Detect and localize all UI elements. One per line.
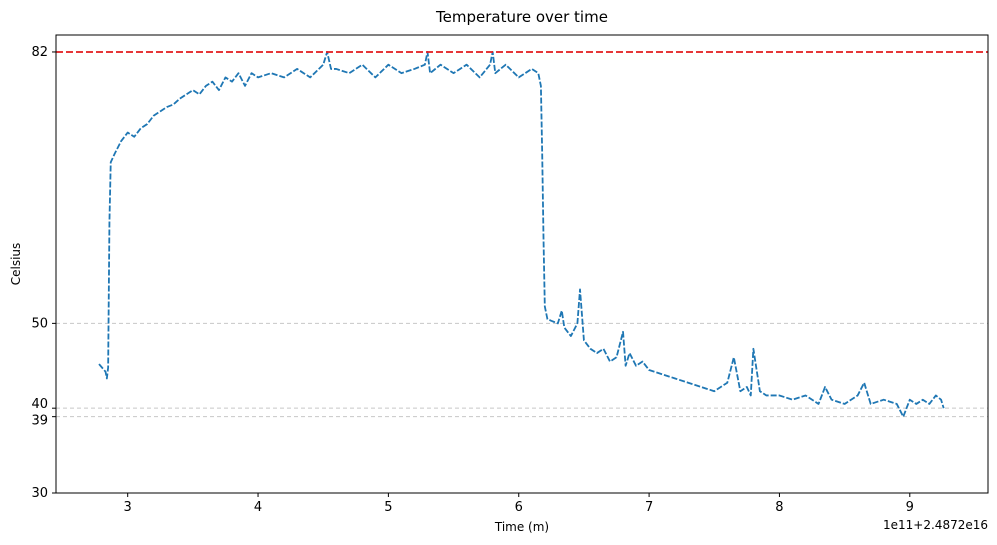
chart-title: Temperature over time [435, 8, 608, 26]
x-tick-label: 6 [515, 500, 523, 515]
series-line [98, 51, 945, 418]
x-tick-label: 3 [124, 500, 132, 515]
x-tick-label: 7 [645, 500, 653, 515]
x-axis-label: Time (m) [494, 520, 549, 534]
y-tick-label: 50 [31, 316, 48, 331]
y-axis-label: Celsius [9, 243, 23, 286]
y-tick-label: 30 [31, 486, 48, 501]
x-tick-label: 9 [906, 500, 914, 515]
y-tick-label: 82 [31, 45, 48, 60]
plot-frame [55, 34, 989, 494]
x-tick-label: 5 [384, 500, 392, 515]
y-tick-label: 39 [31, 414, 48, 429]
x-tick-label: 4 [254, 500, 262, 515]
y-tick-label: 40 [31, 397, 48, 412]
x-tick-label: 8 [775, 500, 783, 515]
x-offset-label: 1e11+2.4872e16 [883, 518, 988, 532]
